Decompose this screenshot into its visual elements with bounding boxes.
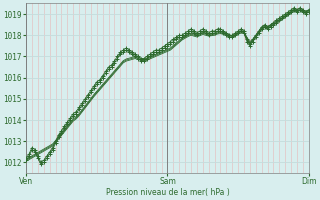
- X-axis label: Pression niveau de la mer( hPa ): Pression niveau de la mer( hPa ): [106, 188, 229, 197]
